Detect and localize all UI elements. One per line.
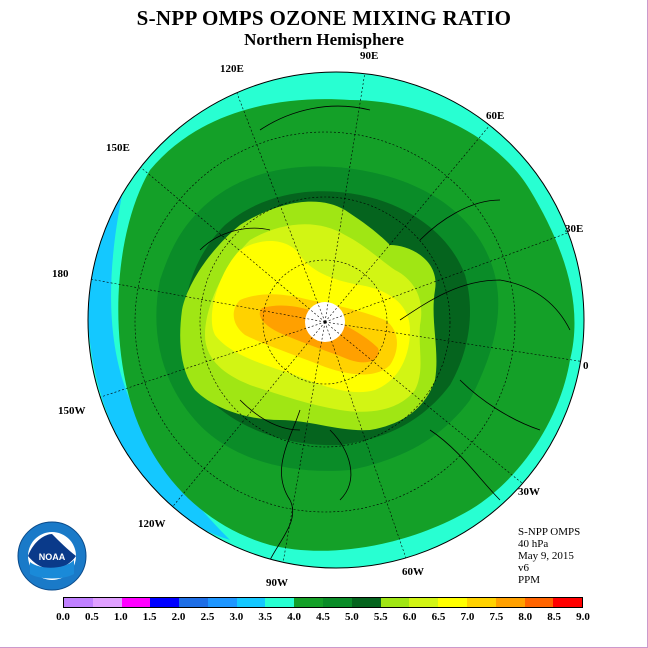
colorbar-tick-label: 7.5	[489, 611, 504, 623]
colorbar-swatch	[265, 598, 295, 607]
colorbar-tick-label: 2.5	[200, 611, 215, 623]
colorbar-tick-label: 9.0	[576, 611, 590, 623]
lon-label-150w: 150W	[58, 405, 86, 417]
info-units: PPM	[518, 574, 541, 586]
colorbar-swatch	[92, 598, 122, 607]
page-title: S-NPP OMPS OZONE MIXING RATIO	[136, 6, 512, 30]
colorbar-tick-label: 4.0	[287, 611, 301, 623]
page-subtitle: Northern Hemisphere	[244, 30, 404, 49]
colorbar-tick-label: 6.5	[431, 611, 446, 623]
colorbar-swatch	[438, 598, 467, 607]
lon-label-60w: 60W	[402, 566, 424, 578]
lon-label-30w: 30W	[518, 486, 540, 498]
lon-label-180: 180	[52, 268, 69, 280]
info-pressure-level: 40 hPa	[518, 538, 549, 550]
info-date: May 9, 2015	[518, 550, 574, 562]
colorbar-swatch	[150, 598, 180, 607]
colorbar-swatch	[466, 598, 496, 607]
colorbar-tick-label: 0.0	[56, 611, 70, 623]
lon-label-0: 0	[583, 360, 589, 372]
colorbar-swatch	[121, 598, 151, 607]
colorbar-swatch	[409, 598, 439, 607]
lon-label-90e: 90E	[360, 50, 379, 62]
lon-label-60e: 60E	[486, 110, 505, 122]
map-border	[87, 71, 585, 569]
colorbar-tick-label: 5.5	[373, 611, 388, 623]
colorbar-tick-label: 5.0	[345, 611, 359, 623]
colorbar-swatch	[380, 598, 410, 607]
graticule	[88, 72, 584, 568]
colorbar-swatch	[553, 598, 583, 607]
colorbar-swatch	[64, 598, 93, 607]
colorbar-swatch	[294, 598, 324, 607]
colorbar-swatch	[236, 598, 266, 607]
colorbar-swatch	[323, 598, 352, 607]
colorbar-tick-label: 6.0	[402, 611, 417, 623]
ozone-field	[88, 72, 584, 568]
lon-label-150e: 150E	[106, 142, 130, 154]
colorbar-tick-label: 3.5	[258, 611, 273, 623]
colorbar-tick-label: 8.0	[518, 611, 533, 623]
colorbar-tick-label: 2.0	[171, 611, 186, 623]
lon-label-120e: 120E	[220, 63, 244, 75]
colorbar-tick-label: 8.5	[547, 611, 561, 623]
coastlines	[199, 105, 571, 561]
colorbar-tick-label: 4.5	[316, 611, 330, 623]
colorbar-tick-label: 1.0	[113, 611, 128, 623]
colorbar-swatch	[495, 598, 525, 607]
colorbar-tick-label: 7.0	[460, 611, 475, 623]
colorbar-tick-label: 0.5	[85, 611, 99, 623]
info-instrument: S-NPP OMPS	[518, 526, 581, 538]
lon-label-90w: 90W	[266, 577, 288, 589]
colorbar-swatch	[351, 598, 381, 607]
colorbar-swatch	[524, 598, 554, 607]
logo-text: NOAA	[39, 552, 66, 562]
colorbar-tick-label: 1.5	[142, 611, 157, 623]
colorbar-swatch	[179, 598, 208, 607]
lon-label-120w: 120W	[138, 518, 166, 530]
colorbar	[63, 597, 583, 608]
colorbar-tick-label: 3.0	[229, 611, 244, 623]
noaa-logo: NOAA	[17, 521, 87, 591]
colorbar-swatch	[207, 598, 237, 607]
info-version: v6	[518, 562, 529, 574]
lon-label-30e: 30E	[565, 223, 584, 235]
